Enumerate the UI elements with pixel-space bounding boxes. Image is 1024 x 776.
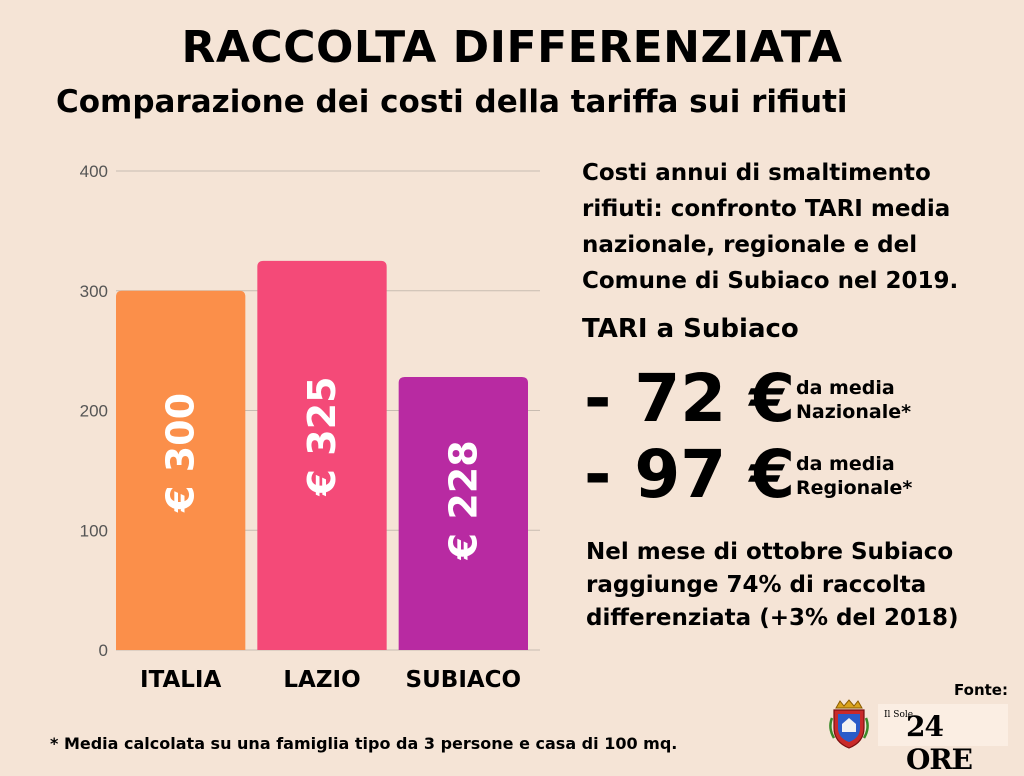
sole-24-ore-logo: Il Sole 24 ORE (878, 704, 1008, 776)
x-category-label: SUBIACO (406, 667, 522, 693)
logo-small-text: Il Sole (884, 710, 914, 720)
diff-nazionale-value: - 72 € (584, 360, 796, 437)
diff-regionale-note-line1: da media (796, 453, 895, 475)
chart-description: Costi annui di smaltimento rifiuti: conf… (582, 160, 959, 294)
y-tick-label: 100 (80, 521, 108, 540)
bar-italia (116, 290, 246, 650)
x-axis-categories: ITALIA LAZIO SUBIACO (140, 667, 521, 693)
bar-value-label: € 228 (441, 440, 485, 560)
bar-value-label: € 325 (300, 376, 344, 496)
y-tick-label: 300 (80, 282, 108, 301)
bar-value-labels: € 300 € 325 € 228 (159, 376, 486, 560)
closing-statement: Nel mese di ottobre Subiaco raggiunge 74… (586, 539, 959, 631)
subiaco-coat-of-arms-icon (829, 699, 869, 749)
page-title: RACCOLTA DIFFERENZIATA (181, 22, 843, 73)
bar-chart: 0 100 200 300 400 € 300 € 325 € 228 ITALIA LAZI… (80, 162, 540, 693)
source-label: Fonte: (954, 681, 1008, 699)
diff-nazionale-note-line1: da media (796, 377, 895, 399)
bar-subiaco (398, 376, 528, 650)
x-category-label: LAZIO (283, 667, 360, 693)
y-axis-ticks: 0 100 200 300 400 (80, 162, 108, 660)
logo-big-text: 24 ORE (906, 710, 973, 776)
page-subtitle: Comparazione dei costi della tariffa sui… (56, 84, 848, 120)
diff-nazionale-note-line2: Nazionale* (796, 401, 912, 423)
diff-regionale-note-line2: Regionale* (796, 477, 913, 499)
footnote: * Media calcolata su una famiglia tipo d… (50, 734, 678, 753)
diff-regionale-note: da media Regionale* (796, 452, 966, 500)
y-tick-label: 0 (99, 641, 108, 660)
bar-lazio (257, 260, 387, 650)
y-tick-label: 200 (80, 402, 108, 421)
x-category-label: ITALIA (140, 667, 221, 693)
diff-regionale-value: - 97 € (584, 436, 796, 513)
y-tick-label: 400 (80, 162, 108, 181)
chart-bars (116, 260, 528, 650)
bar-value-label: € 300 (159, 393, 203, 513)
tari-heading: TARI a Subiaco (582, 314, 799, 344)
diff-nazionale-note: da media Nazionale* (796, 376, 966, 424)
